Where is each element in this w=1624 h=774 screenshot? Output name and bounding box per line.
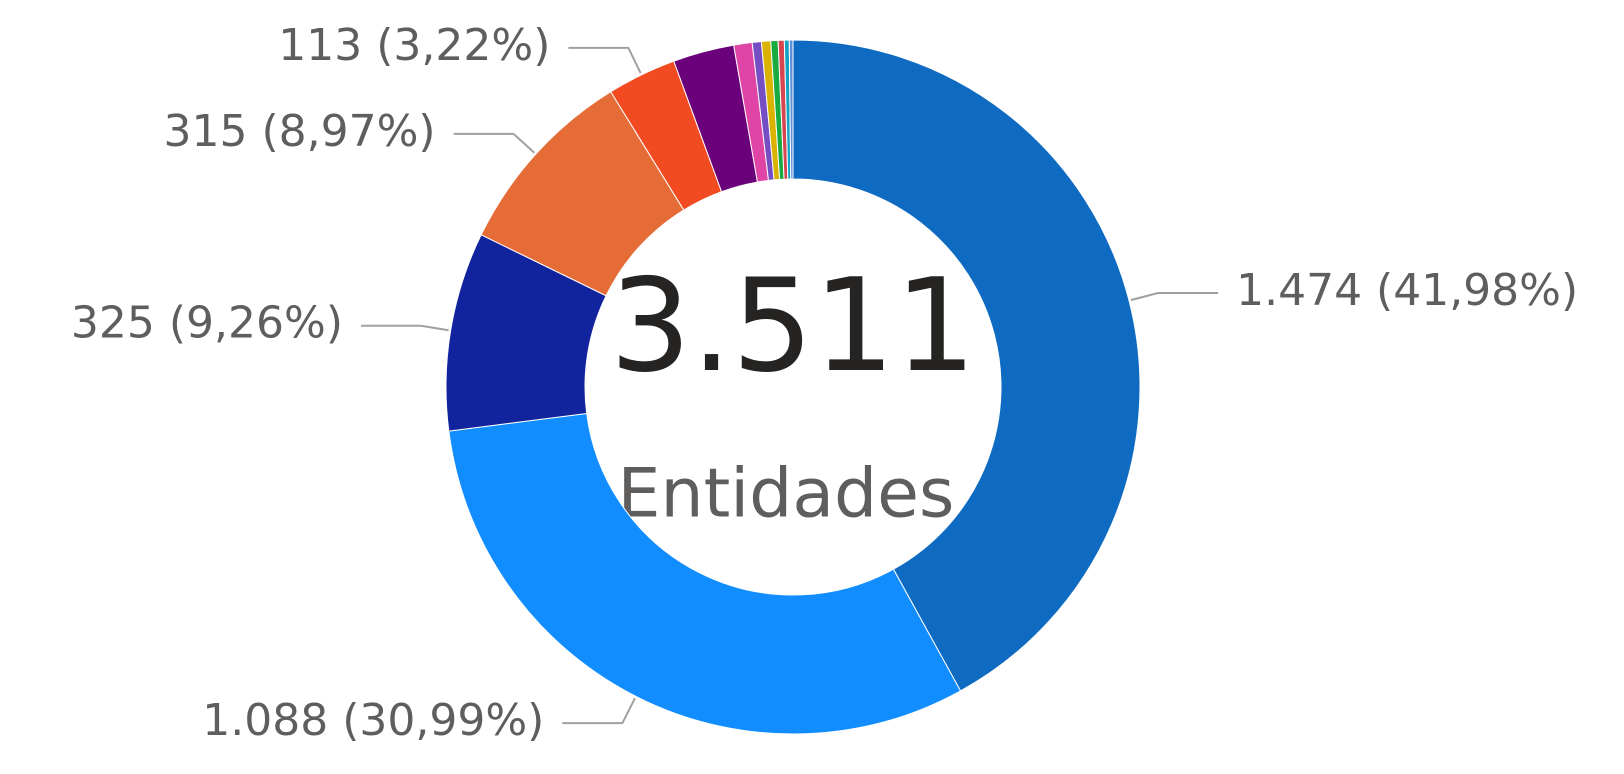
- leader-line: [562, 697, 636, 725]
- center-value: 3.511: [610, 252, 976, 401]
- donut-slice: [448, 412, 962, 735]
- leader-line: [361, 324, 449, 332]
- donut-slice: [792, 39, 1141, 692]
- data-label: 1.474 (41,98%): [1236, 265, 1578, 316]
- data-label: 113 (3,22%): [278, 20, 550, 71]
- leader-line: [453, 132, 535, 154]
- leader-line: [568, 46, 642, 74]
- data-label: 315 (8,97%): [163, 106, 435, 157]
- donut-slice: [788, 39, 794, 180]
- data-label: 325 (9,26%): [71, 298, 343, 349]
- leader-line: [1130, 292, 1219, 301]
- center-caption: Entidades: [618, 455, 955, 534]
- data-label: 1.088 (30,99%): [202, 695, 544, 746]
